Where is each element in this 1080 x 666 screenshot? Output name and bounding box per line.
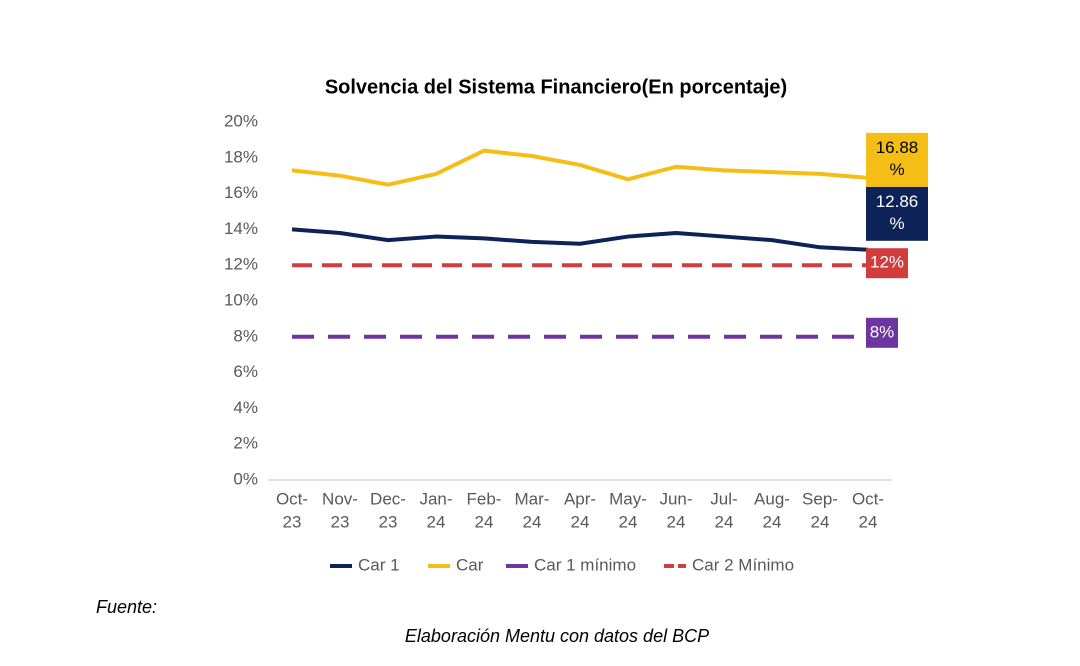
y-tick-label: 12% [224,255,258,274]
source-label: Fuente: [96,597,157,617]
x-tick-label: Apr-24 [564,490,596,532]
data-label-box [866,132,928,187]
legend-label: Car 1 mínimo [534,555,636,574]
y-tick-label: 2% [233,434,258,453]
x-tick-label: Jul-24 [710,490,737,532]
source-note: Elaboración Mentu con datos del BCP [405,626,709,646]
x-tick-label: Oct-24 [852,490,884,532]
y-tick-label: 20% [224,111,258,130]
data-label: 16.88% [876,138,919,179]
x-tick-label: Aug-24 [754,490,790,532]
legend-label: Car [456,555,484,574]
y-tick-label: 10% [224,290,258,309]
data-label-box [866,317,898,348]
data-label: 8% [870,322,895,341]
y-tick-label: 4% [233,398,258,417]
x-tick-label: Dec-23 [370,490,406,532]
data-label: 12% [870,253,904,272]
y-tick-label: 18% [224,147,258,166]
y-tick-label: 8% [233,326,258,345]
x-tick-label: Feb-24 [467,490,502,532]
y-tick-label: 0% [233,469,258,488]
x-tick-label: Mar-24 [515,490,550,532]
y-tick-label: 16% [224,183,258,202]
x-tick-label: Sep-24 [802,490,838,532]
y-tick-label: 6% [233,362,258,381]
x-tick-label: May-24 [609,490,647,532]
data-label-box [866,248,908,279]
chart-title: Solvencia del Sistema Financiero(En porc… [325,76,787,98]
series-line [291,148,869,187]
y-tick-label: 14% [224,219,258,238]
x-tick-label: Nov-23 [322,490,358,532]
legend-label: Car 2 Mínimo [692,555,794,574]
x-tick-label: Jun-24 [659,490,692,532]
series-line [291,227,869,252]
data-label-box [866,186,928,241]
x-tick-label: Oct-23 [276,490,308,532]
legend-label: Car 1 [358,555,400,574]
x-tick-label: Jan-24 [419,490,452,532]
data-label: 12.86% [876,192,919,233]
